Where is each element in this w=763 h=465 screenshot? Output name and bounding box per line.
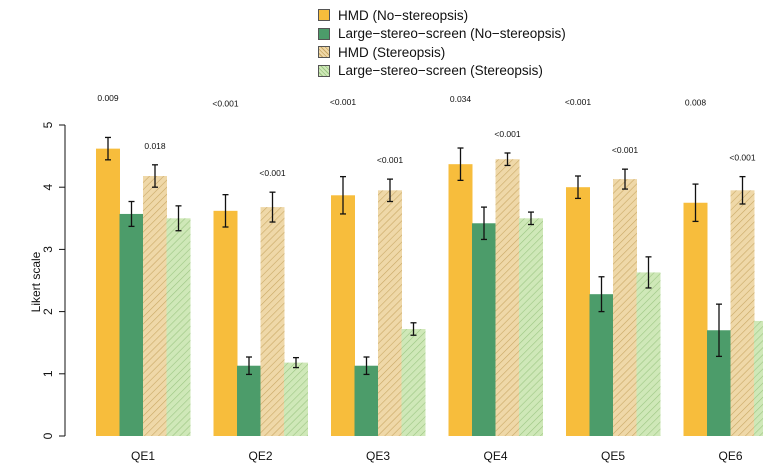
x-axis-labels: QE1 QE2 QE3 QE4 QE5 QE6 — [131, 449, 743, 463]
p-value-label: <0.001 — [377, 155, 404, 165]
error-bar — [622, 168, 628, 190]
bar-qe2-series-3 — [284, 362, 308, 436]
p-value-label: <0.001 — [494, 129, 521, 139]
error-bar — [528, 211, 534, 226]
bar-qe4-series-2 — [495, 159, 520, 436]
x-tick-label: QE6 — [718, 449, 742, 463]
bar-qe3-series-0 — [331, 195, 355, 436]
bar-qe5-series-1 — [589, 294, 614, 436]
y-axis-label: Likert scale — [29, 251, 43, 312]
error-bar — [152, 164, 158, 188]
error-bar — [410, 322, 417, 336]
error-bar — [481, 206, 487, 241]
y-tick-label: 1 — [41, 370, 55, 377]
p-value-label: <0.001 — [612, 145, 639, 155]
legend: HMD (No−stereopsis) Large−stereo−screen … — [318, 6, 566, 80]
error-bar — [575, 175, 581, 200]
error-bar — [363, 356, 370, 376]
error-bar — [246, 356, 252, 376]
bar-qe6-series-3 — [754, 320, 763, 436]
p-value-label: <0.001 — [259, 168, 286, 178]
y-tick-label: 2 — [41, 308, 55, 315]
p-value-label: 0.034 — [450, 94, 472, 104]
p-value-label: <0.001 — [330, 97, 357, 107]
y-tick-label: 0 — [41, 432, 55, 439]
x-tick-label: QE2 — [248, 449, 272, 463]
legend-swatch — [318, 9, 330, 22]
p-value-label: <0.001 — [565, 97, 592, 107]
error-bar — [175, 205, 182, 232]
bar-qe4-series-0 — [448, 164, 473, 436]
bar-qe3-series-3 — [401, 329, 426, 436]
bar-qe1-series-0 — [96, 148, 120, 437]
p-value-label: 0.008 — [685, 98, 707, 108]
legend-swatch — [318, 64, 330, 77]
error-bar — [105, 136, 111, 161]
error-bar — [692, 183, 699, 223]
error-bar — [269, 191, 276, 223]
bar-qe5-series-3 — [636, 272, 661, 436]
error-bar — [128, 200, 135, 228]
error-bar — [739, 175, 746, 205]
x-tick-label: QE1 — [131, 449, 155, 463]
legend-label: HMD (Stereopsis) — [338, 44, 446, 60]
error-bar — [598, 276, 605, 313]
legend-item-large-screen-no-stereopsis: Large−stereo−screen (No−stereopsis) — [318, 25, 566, 44]
legend-swatch — [318, 27, 330, 40]
y-tick-label: 3 — [41, 246, 55, 253]
bar-qe6-series-2 — [730, 190, 755, 436]
bar-qe2-series-2 — [260, 207, 285, 436]
error-bar — [340, 175, 346, 215]
legend-item-hmd-no-stereopsis: HMD (No−stereopsis) — [318, 6, 566, 25]
bar-qe4-series-3 — [519, 218, 543, 436]
error-bar — [645, 256, 652, 289]
p-value-label: <0.001 — [729, 153, 756, 163]
legend-swatch — [318, 46, 330, 59]
legend-item-large-screen-stereopsis: Large−stereo−screen (Stereopsis) — [318, 62, 566, 81]
legend-label: Large−stereo−screen (No−stereopsis) — [338, 26, 566, 42]
y-tick-label: 4 — [41, 184, 55, 191]
bar-qe2-series-0 — [213, 210, 238, 436]
error-bar — [716, 303, 722, 358]
bar-qe2-series-1 — [237, 365, 261, 436]
p-value-label: <0.001 — [212, 99, 239, 109]
x-tick-label: QE4 — [483, 449, 507, 463]
x-tick-label: QE3 — [366, 449, 390, 463]
bar-qe5-series-2 — [613, 179, 637, 436]
error-bar — [457, 147, 464, 182]
error-bar — [222, 194, 229, 228]
bar-qe3-series-1 — [354, 365, 379, 436]
legend-item-hmd-stereopsis: HMD (Stereopsis) — [318, 43, 566, 62]
legend-label: HMD (No−stereopsis) — [338, 7, 469, 23]
error-bar — [387, 178, 393, 203]
p-value-label: 0.009 — [97, 93, 119, 103]
x-tick-label: QE5 — [601, 449, 625, 463]
bar-qe1-series-2 — [143, 176, 167, 436]
p-value-annotations: 0.009 0.018 <0.001 <0.001 <0.001 <0.001 0.034 <… — [97, 93, 756, 178]
bars — [96, 136, 763, 437]
error-bar — [293, 356, 299, 369]
y-tick-label: 5 — [41, 121, 55, 128]
bar-qe5-series-0 — [566, 187, 590, 436]
bar-qe1-series-3 — [166, 218, 191, 436]
legend-label: Large−stereo−screen (Stereopsis) — [338, 63, 543, 79]
bar-qe6-series-0 — [683, 202, 708, 436]
p-value-label: 0.018 — [144, 141, 166, 151]
bar-qe1-series-1 — [119, 213, 144, 436]
bar-qe3-series-2 — [378, 190, 402, 436]
bar-qe4-series-1 — [472, 223, 496, 436]
error-bar — [504, 152, 511, 167]
y-axis: 0 1 2 3 4 5 — [41, 121, 66, 439]
